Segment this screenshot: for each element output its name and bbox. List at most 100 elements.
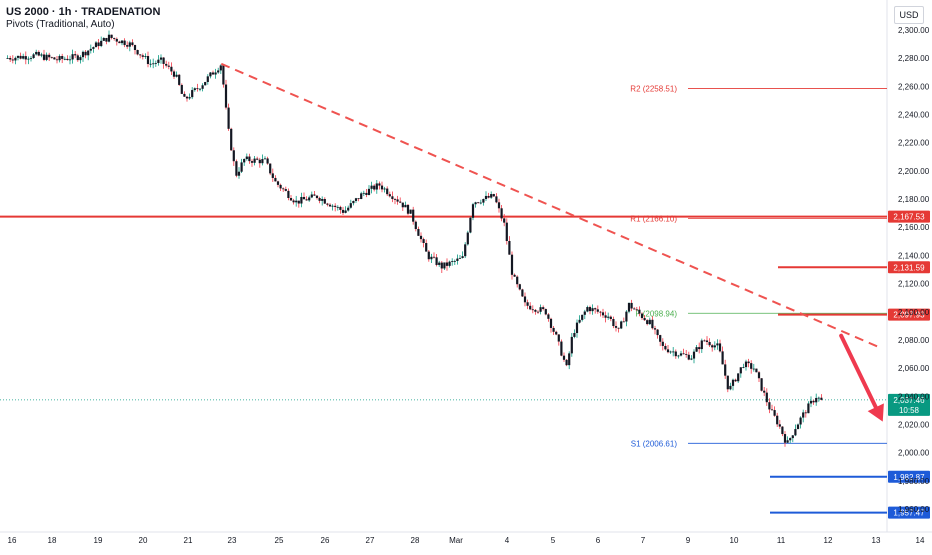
candle-body [55, 59, 59, 61]
candle-body [193, 88, 196, 91]
candle-body [11, 59, 14, 61]
candle-body [107, 34, 111, 42]
candle-body [196, 88, 199, 90]
candle-body [419, 235, 423, 240]
candle-body [497, 202, 501, 209]
candle-body [365, 192, 368, 195]
candle-body [243, 159, 246, 163]
candle-body [209, 72, 212, 77]
candle-body [557, 334, 560, 342]
candle-body [414, 221, 417, 230]
candle-body [770, 409, 774, 411]
candle-body [310, 194, 313, 198]
candle-body [794, 429, 797, 436]
candle-body [503, 218, 506, 223]
candle-body [336, 206, 339, 208]
indicator-label[interactable]: Pivots (Traditional, Auto) [6, 19, 115, 30]
candle-body [651, 319, 654, 329]
y-tick-label: 2,280.00 [898, 54, 930, 63]
candle-body [747, 361, 750, 364]
candle-body [227, 107, 230, 129]
sr-price-tag [888, 210, 930, 223]
candle-body [786, 440, 789, 443]
price-axis: 2,300.00 2,280.00 2,260.00 2,240.00 2,220.00… [898, 26, 930, 514]
candle-body [471, 204, 475, 218]
candle-body [373, 185, 376, 190]
candle-body [118, 41, 121, 44]
candle-body [492, 194, 495, 197]
candle-body [37, 51, 40, 56]
candle-body [490, 194, 493, 198]
candle-body [612, 319, 615, 327]
candle-body [778, 424, 781, 427]
candle-body [113, 37, 116, 39]
candle-body [505, 222, 508, 241]
candle-body [518, 284, 521, 290]
candle-body [682, 353, 685, 355]
candle-body [360, 193, 363, 200]
candle-body [596, 309, 599, 312]
candle-body [744, 361, 748, 368]
candle-body [334, 205, 337, 207]
candle-body [204, 81, 207, 86]
y-tick-label: 2,100.00 [898, 308, 930, 317]
candle-body [776, 415, 779, 425]
candle-body [539, 307, 542, 312]
candle-body [29, 58, 33, 59]
candle-body [152, 63, 155, 65]
candle-body [809, 400, 813, 404]
candle-body [643, 318, 646, 321]
candle-body [724, 364, 727, 376]
candle-body [614, 326, 618, 328]
candle-body [81, 51, 85, 58]
candle-body [495, 196, 498, 203]
candle-body [484, 195, 488, 199]
sr-price-tag [888, 261, 930, 274]
candle-body [773, 410, 776, 416]
candle-body [765, 392, 768, 403]
x-tick-label: 16 [8, 536, 17, 545]
candle-body [513, 274, 516, 277]
candle-body [622, 321, 625, 323]
candle-body [68, 59, 72, 61]
candle-body [718, 343, 722, 352]
candle-body [313, 194, 316, 196]
candle-body [133, 45, 137, 51]
candle-body [63, 58, 66, 60]
candle-body [659, 335, 662, 342]
candle-body [542, 307, 545, 310]
y-tick-label: 1,980.00 [898, 477, 930, 486]
candle-body [396, 199, 399, 202]
candle-body [646, 320, 649, 325]
candle-body [378, 183, 381, 186]
x-tick-label: 21 [184, 536, 193, 545]
candle-body [604, 315, 607, 318]
candle-body [656, 329, 659, 336]
chart-title: US 2000 · 1h · TRADENATION [6, 6, 161, 18]
candle-body [300, 196, 303, 204]
x-tick-label: 20 [139, 536, 148, 545]
candle-body [386, 188, 389, 195]
candle-body [191, 90, 194, 98]
time-axis: 16 18 19 20 21 23 25 26 27 28 Mar 4 5 6 7 9 10 11 12 13 14 [8, 536, 925, 545]
candle-body [295, 200, 298, 203]
x-tick-label: 26 [321, 536, 330, 545]
candle-body [536, 311, 540, 313]
candle-body [508, 240, 511, 255]
x-tick-label: 23 [228, 536, 237, 545]
candle-body [339, 206, 342, 210]
horizontal-lines: 2,167.53 2,131.59 2,097.93 1,982.87 1,957.47 [0, 210, 930, 519]
candle-body [399, 201, 402, 203]
y-tick-label: 2,000.00 [898, 449, 930, 458]
candle-body [45, 54, 48, 60]
x-tick-label: 13 [872, 536, 881, 545]
currency-label[interactable]: USD [894, 6, 924, 24]
candle-body [817, 397, 820, 399]
candle-body [219, 65, 222, 71]
sr-price-label: 2,131.59 [893, 263, 925, 272]
candle-body [456, 258, 459, 261]
candle-body [159, 57, 163, 60]
last-price-tag [888, 393, 930, 416]
